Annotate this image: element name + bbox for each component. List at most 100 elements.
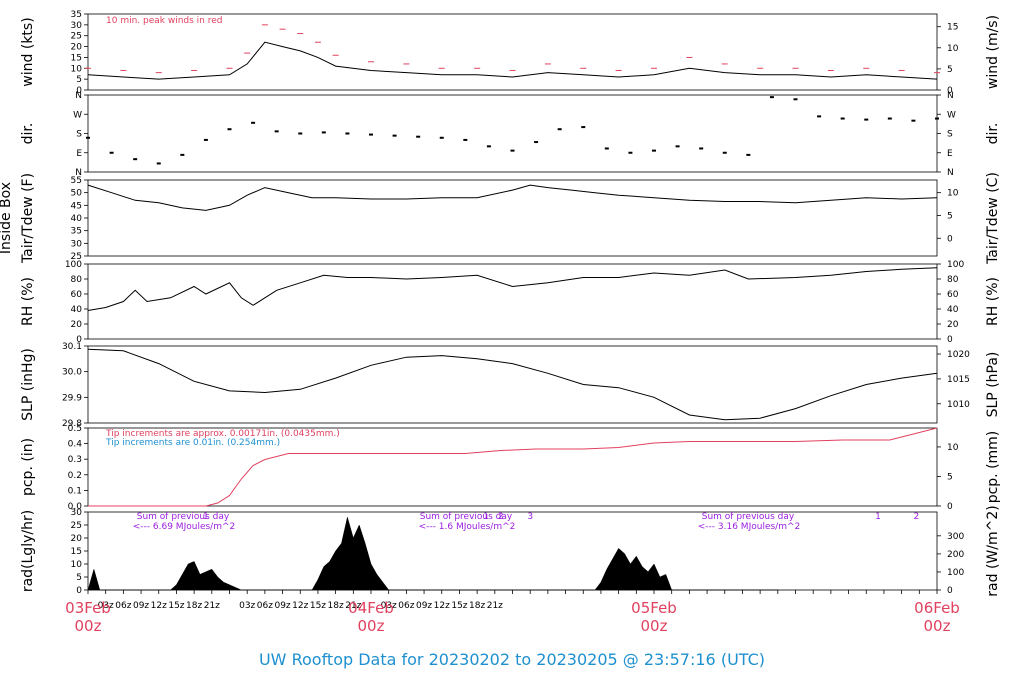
x-tick-label: 21z	[487, 601, 503, 611]
x-tick-label: 15z	[168, 601, 184, 611]
direction-point	[274, 130, 279, 133]
left-tick-label: 0.4	[68, 440, 83, 450]
left-tick-label: 29.9	[62, 393, 82, 403]
left-tick-label: 80	[71, 275, 83, 285]
direction-point	[298, 132, 303, 135]
right-tick-label: 100	[947, 568, 964, 578]
radiation-marker: 2	[498, 512, 504, 522]
left-tick-label: 40	[71, 305, 83, 315]
direction-point	[392, 134, 397, 137]
x-tick-label: 21z	[204, 601, 220, 611]
left-tick-label: 0.1	[68, 486, 82, 496]
radiation-sum-value: <--- 6.69 MJoules/m^2	[133, 522, 235, 532]
direction-point	[534, 141, 539, 144]
left-axis-label: SLP (inHg)	[20, 348, 36, 421]
x-tick-label: 21z	[345, 601, 361, 611]
left-tick-label: 30.0	[62, 368, 82, 378]
right-tick-label: 40	[947, 305, 959, 315]
right-tick-label: 1020	[947, 350, 970, 360]
precip-line	[88, 427, 938, 507]
panel-note: Tip increments are approx. 0.00171in. (0…	[105, 429, 340, 439]
panel-4: 29.8 29.9 30.0 30.1 1010 1015 1020 SLP (inHg) SL…	[20, 342, 1001, 429]
direction-point	[321, 131, 326, 134]
direction-point	[369, 133, 373, 136]
direction-point	[581, 126, 586, 129]
x-tick-label: 06z	[257, 601, 273, 611]
direction-point	[345, 132, 350, 135]
radiation-marker: 1	[203, 512, 209, 522]
slp-line	[87, 348, 938, 421]
direction-point	[887, 117, 892, 120]
left-tick-label: 25	[71, 252, 82, 262]
direction-point	[652, 149, 656, 152]
right-tick-label: 0	[947, 86, 953, 96]
direction-point	[109, 151, 114, 154]
right-tick-label: N	[947, 91, 954, 101]
x-tick-label: 18z	[469, 601, 485, 611]
direction-point	[86, 136, 90, 139]
right-tick-label: 10	[947, 44, 959, 54]
direction-point	[911, 119, 916, 122]
left-tick-label: 45	[71, 201, 82, 211]
right-axis-label: dir.	[985, 123, 1001, 145]
right-axis-label: Tair/Tdew (C)	[985, 172, 1001, 265]
x-tick-label: 15z	[451, 601, 467, 611]
left-tick-label: 5	[76, 75, 82, 85]
x-tick-label: 09z	[416, 601, 432, 611]
right-tick-label: 20	[947, 320, 959, 330]
direction-point	[840, 117, 845, 120]
x-tick-label: 12z	[434, 601, 450, 611]
right-tick-label: N	[947, 168, 954, 178]
x-tick-label: 12z	[292, 601, 308, 611]
panel-frame	[87, 345, 938, 424]
right-axis-label: rad (W/m^2)	[985, 505, 1001, 596]
right-tick-label: 100	[947, 260, 964, 270]
direction-point	[769, 96, 774, 99]
left-tick-label: N	[75, 91, 82, 101]
x-tick-label: 09z	[274, 601, 290, 611]
right-tick-label: W	[947, 110, 956, 120]
left-axis-label: pcp. (in)	[20, 438, 36, 496]
left-tick-label: 10	[71, 64, 83, 74]
direction-point	[180, 153, 185, 156]
left-tick-label: S	[76, 130, 82, 140]
tair-line	[87, 184, 938, 211]
panel-frame	[87, 13, 938, 91]
left-tick-label: 10	[71, 560, 83, 570]
radiation-sum-value: <--- 1.6 MJoules/m^2	[419, 522, 516, 532]
right-tick-label: 0	[947, 335, 953, 345]
x-day-hour-label: 00z	[641, 617, 668, 635]
direction-point	[557, 128, 562, 131]
x-tick-label: 09z	[133, 601, 149, 611]
left-tick-label: 0.2	[68, 471, 82, 481]
left-tick-label: 20	[71, 534, 83, 544]
x-tick-label: 18z	[328, 601, 344, 611]
direction-point	[675, 145, 680, 148]
right-tick-label: 10	[947, 189, 959, 199]
left-tick-label: 0.0	[68, 502, 83, 512]
left-tick-label: 15	[71, 547, 82, 557]
x-day-label: 05Feb	[631, 599, 677, 617]
left-tick-label: 50	[71, 189, 83, 199]
panel-note: 10 min. peak winds in red	[106, 16, 223, 26]
left-axis-label: rad(Lgly/hr)	[20, 510, 36, 592]
left-tick-label: 0	[76, 335, 82, 345]
time-axis: 03z 06z 09z 12z 15z 18z 21z 03z 06z 09z 12z 15z 18z 2…	[65, 590, 960, 635]
right-tick-label: 80	[947, 275, 959, 285]
direction-point	[156, 162, 161, 165]
left-axis-label: dir.	[20, 123, 36, 145]
radiation-sum-label: Sum of previous day	[420, 512, 513, 522]
panel-frame	[87, 427, 938, 507]
x-day-hour-label: 00z	[75, 617, 102, 635]
left-tick-label: 25	[71, 521, 82, 531]
wind-speed-line	[87, 41, 938, 80]
left-tick-label: 25	[71, 32, 82, 42]
left-tick-label: 35	[71, 10, 82, 20]
x-tick-label: 03z	[381, 601, 397, 611]
right-tick-label: S	[947, 130, 953, 140]
left-tick-label: 29.8	[62, 419, 82, 429]
x-tick-label: 12z	[151, 601, 167, 611]
panel-frame	[87, 263, 938, 340]
x-tick-label: 06z	[398, 601, 414, 611]
